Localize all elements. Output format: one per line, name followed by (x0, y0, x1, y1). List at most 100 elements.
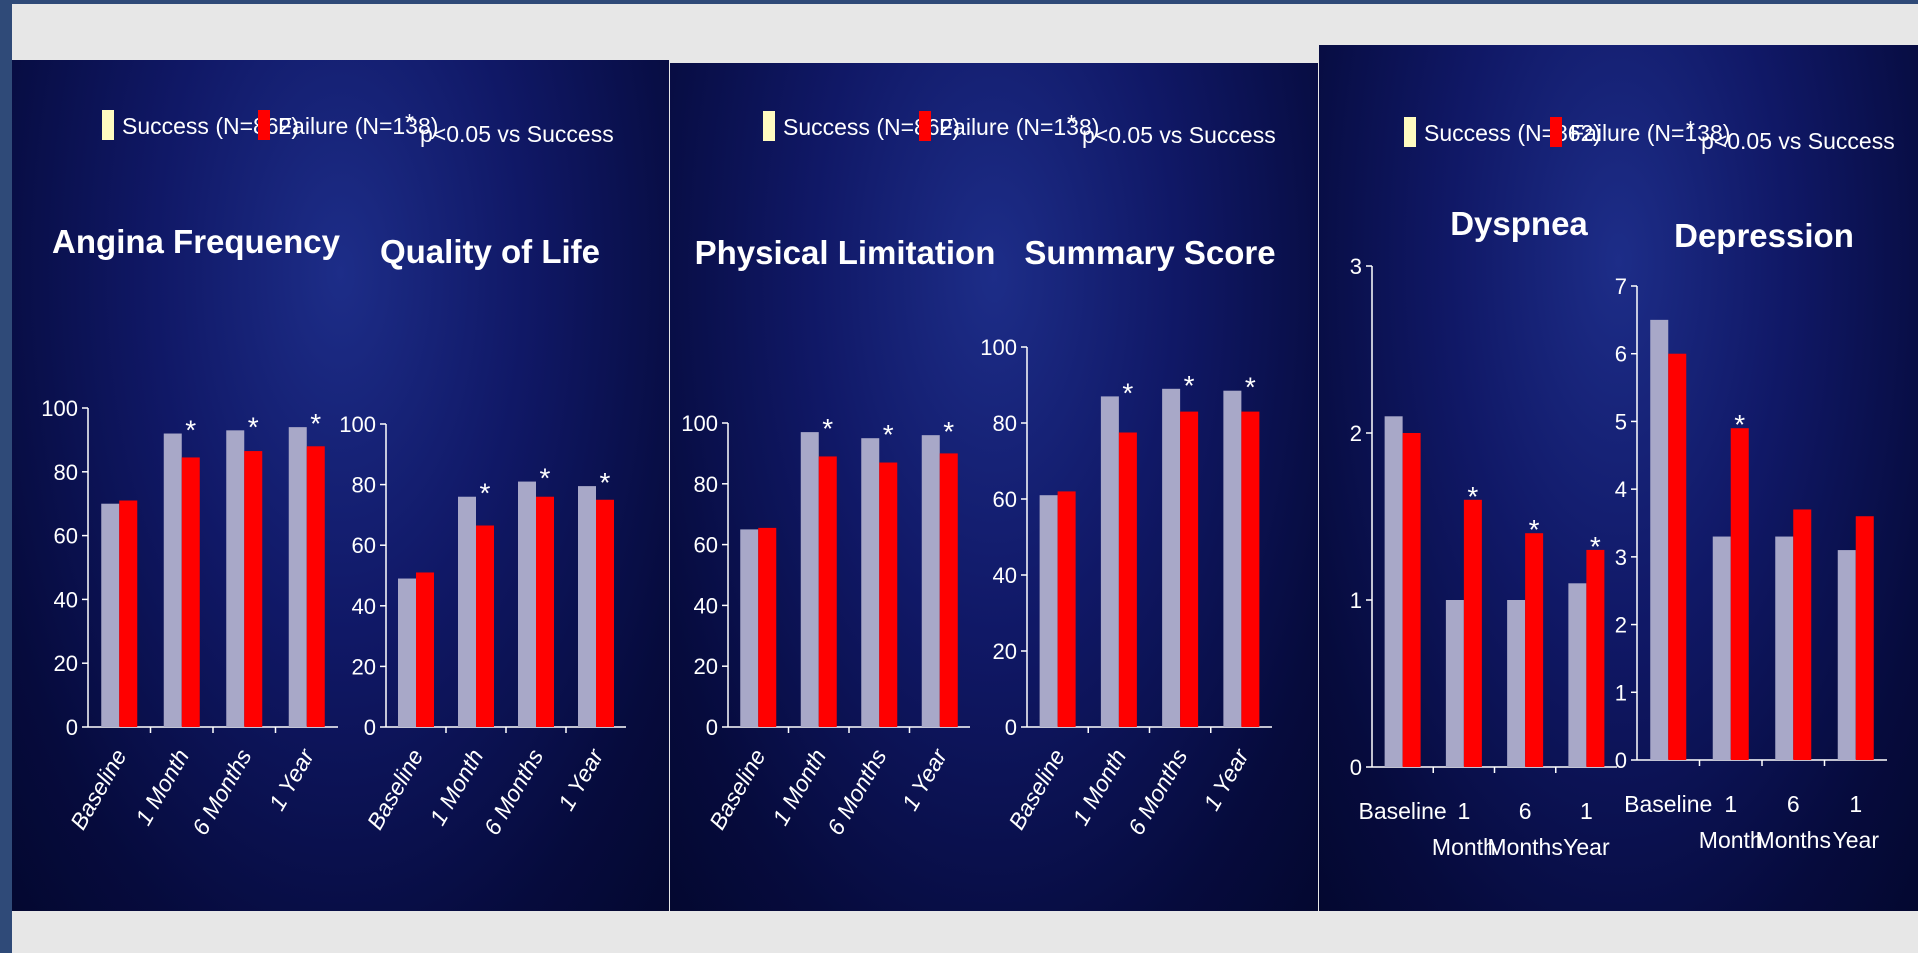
physical-x-label-1-year: 1 Year (897, 743, 953, 814)
qol-x-label-6-months: 6 Months (479, 744, 549, 839)
summary-y-tick-label-40: 40 (993, 563, 1017, 588)
dyspnea-y-tick-label-1: 1 (1350, 588, 1362, 613)
qol-x-label-baseline: Baseline (362, 745, 429, 834)
summary-bar-failure-baseline (1057, 491, 1076, 727)
qol-y-tick-label-40: 40 (352, 594, 376, 619)
legend-swatch-success (102, 110, 114, 140)
summary-bar-failure-1-year (1241, 411, 1260, 727)
depression-x-label-6-months-line-2: Months (1756, 827, 1831, 853)
depression-bar-success-1-year (1837, 550, 1856, 760)
physical-x-label-6-months: 6 Months (822, 744, 892, 839)
angina-x-label-baseline: Baseline (65, 745, 132, 834)
summary-y-tick-label-60: 60 (993, 487, 1017, 512)
depression-y-tick-label-7: 7 (1615, 274, 1627, 299)
depression-bar-failure-6-months (1793, 509, 1812, 760)
angina-y-tick-label-20: 20 (54, 651, 78, 676)
depression-y-tick-label-1: 1 (1615, 680, 1627, 705)
legend-label-success: Success (N=862) (122, 113, 299, 139)
dyspnea-x-label-1-year-line-1: 1 (1580, 798, 1593, 824)
dyspnea-y-ticks: 0 1 2 3 (1350, 254, 1372, 780)
dyspnea-significance-star-1-month: * (1467, 481, 1478, 512)
summary-y-ticks: 0 20 40 60 80 100 (980, 335, 1027, 740)
physical-y-tick-label-0: 0 (706, 715, 718, 740)
summary-x-label-1-year: 1 Year (1198, 743, 1254, 814)
depression-bar-failure-1-month (1730, 428, 1749, 760)
legend: Success (N=862) Failure (N=138) * p<0.05… (102, 109, 614, 147)
angina-significance-star-1-year: * (310, 408, 321, 439)
qol-bar-success-baseline (398, 578, 416, 727)
physical-significance-star-6-months: * (883, 419, 894, 450)
dyspnea-y-tick-label-0: 0 (1350, 755, 1362, 780)
angina-y-tick-label-80: 80 (54, 460, 78, 485)
physical-bar-failure-baseline (758, 527, 777, 727)
slide-panel-2: Success (N=862) Failure (N=138) * p<0.05… (670, 63, 1318, 911)
legend-swatch-failure (1550, 117, 1562, 147)
legend-swatch-success (1404, 117, 1416, 147)
depression-x-label-1-year-line-2: Year (1833, 827, 1880, 853)
summary-x-label-1-month: 1 Month (1067, 745, 1131, 830)
depression-x-label-baseline: Baseline (1624, 791, 1712, 817)
physical-bar-success-1-year (921, 435, 940, 727)
summary-bar-failure-1-month (1118, 432, 1137, 727)
summary-significance-star-1-month: * (1122, 377, 1133, 408)
qol-y-tick-label-60: 60 (352, 533, 376, 558)
physical-y-tick-label-80: 80 (694, 472, 718, 497)
angina-bar-success-1-month (163, 433, 182, 727)
qol-bar-failure-1-month (476, 525, 494, 727)
physical-limitation-chart: Physical Limitation 0 20 40 60 80 100 Baseline… (681, 234, 995, 839)
dyspnea-bar-success-baseline (1384, 416, 1403, 767)
angina-x-label-1-month: 1 Month (130, 745, 194, 830)
depression-y-tick-label-3: 3 (1615, 545, 1627, 570)
summary-bar-success-6-months (1162, 388, 1181, 727)
depression-y-tick-label-6: 6 (1615, 342, 1627, 367)
dyspnea-x-label-baseline: Baseline (1359, 798, 1447, 824)
summary-x-label-6-months: 6 Months (1123, 744, 1193, 839)
qol-x-label-1-month: 1 Month (424, 745, 488, 830)
physical-significance-star-1-month: * (822, 413, 833, 444)
angina-significance-star-6-months: * (248, 411, 259, 442)
depression-bar-success-baseline (1650, 319, 1669, 760)
dyspnea-x-label-1-year-line-2: Year (1563, 834, 1610, 860)
physical-x-label-baseline: Baseline (704, 745, 771, 834)
legend-label-failure: Failure (N=138) (1570, 120, 1730, 146)
legend-swatch-failure (258, 110, 270, 140)
quality-of-life-chart: Quality of Life 0 20 40 60 80 100 Baseline * 1 M… (339, 233, 626, 839)
qol-bar-failure-6-months (536, 496, 554, 727)
summary-bar-success-1-month (1100, 396, 1119, 727)
physical-bar-success-baseline (740, 529, 759, 727)
depression-chart: Depression 0 1 2 3 4 5 6 7 Baseline * 1 Month 6 Month… (1615, 217, 1887, 853)
qol-bar-success-1-year (578, 486, 596, 727)
depression-significance-star-1-month: * (1734, 409, 1745, 440)
depression-x-label-1-month-line-2: Month (1699, 827, 1763, 853)
physical-bar-failure-6-months (879, 462, 898, 727)
legend-star: * (1067, 110, 1076, 136)
summary-y-tick-label-20: 20 (993, 639, 1017, 664)
summary-significance-star-6-months: * (1184, 370, 1195, 401)
dyspnea-bar-failure-1-year (1586, 549, 1605, 767)
angina-bar-success-1-year (288, 427, 307, 727)
panel-2-svg: Success (N=862) Failure (N=138) * p<0.05… (681, 110, 1275, 839)
chart-title: Depression (1674, 217, 1854, 254)
physical-bar-success-1-month (800, 432, 819, 727)
physical-significance-star-1-year: * (943, 416, 954, 447)
qol-bar-failure-baseline (416, 572, 434, 727)
angina-bar-failure-6-months (244, 451, 263, 727)
angina-bar-failure-baseline (119, 500, 138, 727)
angina-x-label-6-months: 6 Months (187, 744, 257, 839)
qol-significance-star-6-months: * (540, 463, 551, 494)
angina-bar-success-6-months (226, 430, 245, 727)
dyspnea-x-label-6-months-line-2: Months (1487, 834, 1562, 860)
chart-title: Dyspnea (1450, 205, 1588, 242)
qol-y-tick-label-100: 100 (339, 412, 376, 437)
legend: Success (N=862) Failure (N=138) * p<0.05… (1404, 116, 1895, 154)
qol-significance-star-1-month: * (480, 478, 491, 509)
dyspnea-x-label-6-months-line-1: 6 (1519, 798, 1532, 824)
legend-significance-label: p<0.05 vs Success (420, 121, 614, 147)
qol-y-tick-label-80: 80 (352, 473, 376, 498)
depression-bar-failure-1-year (1855, 516, 1874, 760)
summary-bar-failure-6-months (1180, 411, 1199, 727)
angina-y-tick-label-0: 0 (66, 715, 78, 740)
dyspnea-bar-success-1-year (1568, 583, 1587, 767)
dyspnea-chart: Dyspnea 0 1 2 3 Baseline * 1 Month * 6 Months * 1 Yea… (1350, 205, 1617, 860)
top-border-stripe (0, 0, 1918, 4)
